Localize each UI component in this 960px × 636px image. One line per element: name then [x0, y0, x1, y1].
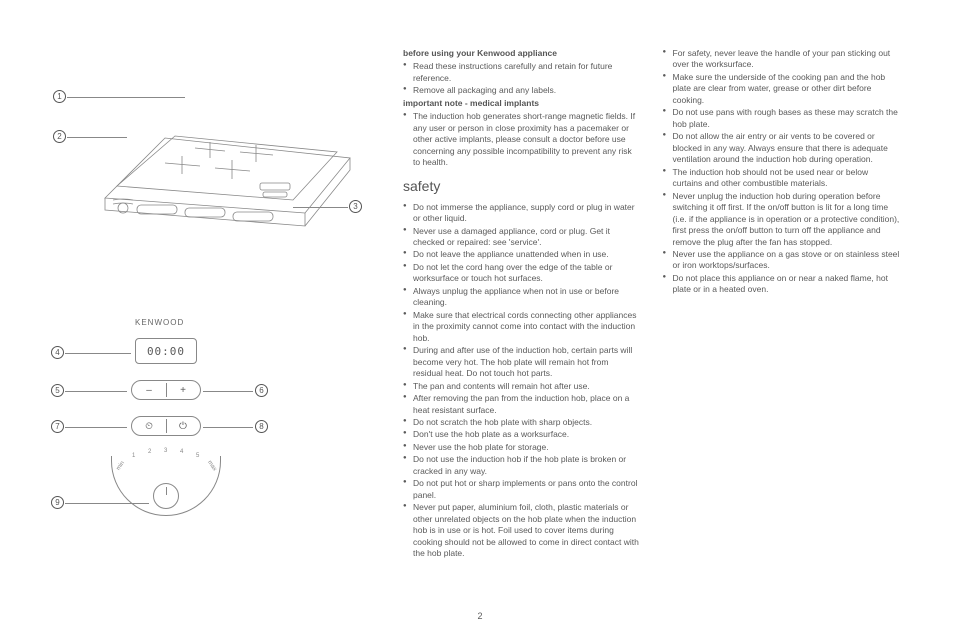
bullet-item: Never put paper, aluminium foil, cloth, …	[403, 502, 641, 559]
power-icon: ⏻	[166, 417, 200, 436]
brand-label: KENWOOD	[135, 318, 184, 329]
callout-7: 7	[51, 420, 64, 433]
safety-heading: safety	[403, 177, 641, 196]
page-number: 2	[477, 610, 482, 622]
callout-5: 5	[51, 384, 64, 397]
callout-3: 3	[349, 200, 362, 213]
bullet-item: The pan and contents will remain hot aft…	[403, 381, 641, 392]
bullet-list: Read these instructions carefully and re…	[403, 61, 641, 96]
bullet-item: Don't use the hob plate as a worksurface…	[403, 429, 641, 440]
callout-4: 4	[51, 346, 64, 359]
callout-8: 8	[255, 420, 268, 433]
display: 00:00	[135, 338, 197, 364]
bullet-item: Do not let the cord hang over the edge o…	[403, 262, 641, 285]
bullet-item: Never use the appliance on a gas stove o…	[663, 249, 901, 272]
bullet-item: For safety, never leave the handle of yo…	[663, 48, 901, 71]
hob-perspective-figure: 1 2 3	[45, 48, 365, 248]
bullet-item: During and after use of the induction ho…	[403, 345, 641, 379]
minus-button: –	[132, 381, 166, 400]
bullet-item: Never use the hob plate for storage.	[403, 442, 641, 453]
bullet-item: Read these instructions carefully and re…	[403, 61, 641, 84]
bullet-item: Make sure that electrical cords connecti…	[403, 310, 641, 344]
bullet-item: Remove all packaging and any labels.	[403, 85, 641, 96]
control-panel-figure: KENWOOD 00:00 – + ⏲ ⏻ min 1 2 3 4 5 max	[85, 318, 345, 578]
bullet-item: Do not leave the appliance unattended wh…	[403, 249, 641, 260]
knob-dial	[153, 483, 179, 509]
callout-9: 9	[51, 496, 64, 509]
bullet-item: Do not scratch the hob plate with sharp …	[403, 417, 641, 428]
callout-6: 6	[255, 384, 268, 397]
bullet-item: After removing the pan from the inductio…	[403, 393, 641, 416]
bullet-list: The induction hob generates short-range …	[403, 111, 641, 168]
control-knob: min 1 2 3 4 5 max	[111, 456, 221, 516]
bullet-item: Never use a damaged appliance, cord or p…	[403, 226, 641, 249]
bullet-item: Make sure the underside of the cooking p…	[663, 72, 901, 106]
bullet-item: Always unplug the appliance when not in …	[403, 286, 641, 309]
bullet-item: The induction hob should not be used nea…	[663, 167, 901, 190]
instruction-text: before using your Kenwood appliance Read …	[403, 48, 900, 568]
bullet-item: Do not place this appliance on or near a…	[663, 273, 901, 296]
bullet-item: Do not allow the air entry or air vents …	[663, 131, 901, 165]
hob-svg	[45, 48, 365, 248]
bullet-item: Do not use the induction hob if the hob …	[403, 454, 641, 477]
callout-2: 2	[53, 130, 66, 143]
bullet-item: The induction hob generates short-range …	[403, 111, 641, 168]
bullet-item: Do not put hot or sharp implements or pa…	[403, 478, 641, 501]
bullet-item: Never unplug the induction hob during op…	[663, 191, 901, 248]
section-heading: before using your Kenwood appliance	[403, 48, 641, 59]
plus-button: +	[166, 381, 200, 400]
illustration-column: 1 2 3 KENWOOD 00:00 – + ⏲ ⏻ min 1	[45, 48, 375, 578]
minus-plus-buttons: – +	[131, 380, 201, 400]
bullet-item: Do not use pans with rough bases as thes…	[663, 107, 901, 130]
timer-power-buttons: ⏲ ⏻	[131, 416, 201, 436]
bullet-item: Do not immerse the appliance, supply cor…	[403, 202, 641, 225]
timer-icon: ⏲	[132, 417, 166, 436]
section-heading: important note - medical implants	[403, 98, 641, 109]
callout-1: 1	[53, 90, 66, 103]
